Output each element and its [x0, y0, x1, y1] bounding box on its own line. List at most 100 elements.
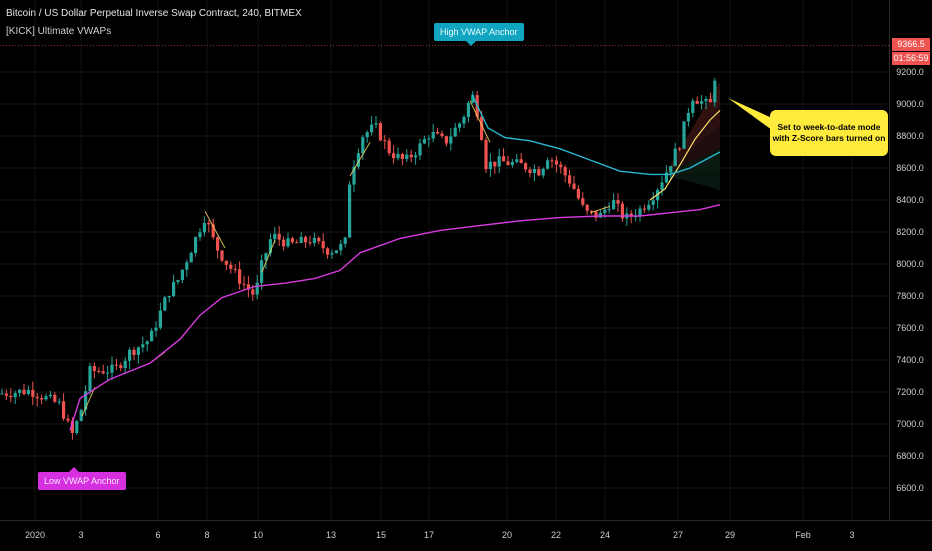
candle	[26, 385, 30, 396]
candle-body	[427, 138, 431, 140]
candle-body	[387, 140, 391, 154]
candle-body	[458, 123, 462, 128]
candle	[620, 200, 624, 222]
candle	[466, 100, 470, 123]
candle-body	[568, 175, 572, 184]
candle-body	[502, 156, 506, 162]
z-score-band	[665, 124, 720, 175]
indicator-title[interactable]: [KICK] Ultimate VWAPs	[6, 26, 112, 37]
candle-body	[576, 188, 580, 199]
candle	[510, 158, 514, 168]
candle	[9, 388, 13, 403]
session-vwap-segment	[589, 205, 611, 214]
candle	[268, 233, 272, 257]
candle-body	[44, 396, 48, 400]
candle-body	[656, 189, 660, 201]
candle	[356, 148, 360, 170]
candle-body	[519, 159, 523, 164]
price-tick-label: 7400.0	[896, 355, 924, 365]
candle	[387, 137, 391, 156]
candle-body	[361, 137, 365, 154]
candle-body	[532, 169, 536, 173]
bar-countdown-label: 01:56:59	[892, 52, 930, 66]
candle	[528, 167, 532, 178]
candle-body	[669, 166, 673, 173]
candle	[216, 236, 220, 259]
candle-body	[339, 243, 343, 251]
time-axis-ticks: 2020 3 6 8 10 13 15 17 20 22 24 27 29 Feb 3	[25, 530, 855, 540]
high-vwap-anchor-label: High VWAP Anchor	[434, 23, 524, 41]
candle	[202, 216, 206, 237]
low-anchor-pointer	[69, 467, 79, 472]
candle	[625, 207, 629, 227]
candle-body	[317, 237, 321, 242]
candle	[326, 246, 330, 259]
candle-body	[374, 123, 378, 125]
candle	[634, 209, 638, 222]
candle	[444, 135, 448, 147]
candle	[700, 94, 704, 110]
price-axis[interactable]	[889, 0, 932, 520]
candle-body	[176, 280, 180, 282]
candle-body	[678, 148, 682, 150]
candle	[101, 364, 105, 375]
candle-body	[255, 282, 259, 295]
candle-body	[550, 160, 554, 162]
callout-line-1: Set to week-to-date mode	[777, 122, 881, 132]
candle	[436, 128, 440, 135]
candle-body	[216, 237, 220, 251]
candle	[180, 269, 184, 284]
candle	[4, 389, 8, 401]
candle-body	[84, 391, 88, 410]
candle	[352, 160, 356, 193]
candle	[172, 274, 176, 298]
candle-body	[246, 284, 250, 290]
price-axis-ticks: 6600.0 6800.0 7000.0 7200.0 7400.0 7600.0 7800…	[896, 67, 924, 493]
candle-body	[484, 139, 488, 170]
candle	[286, 232, 290, 248]
candle-body	[343, 237, 347, 244]
candle-body	[282, 239, 286, 247]
candle-body	[356, 153, 360, 167]
candle	[581, 192, 585, 207]
candle	[35, 392, 39, 407]
candle	[414, 151, 418, 165]
candle-body	[163, 297, 167, 311]
candle-body	[616, 200, 620, 204]
candle	[238, 261, 242, 290]
candle-body	[581, 198, 585, 205]
candle	[123, 357, 127, 375]
candle-body	[572, 183, 576, 189]
candle-body	[260, 260, 264, 283]
price-tick-label: 7200.0	[896, 387, 924, 397]
callout-pointer	[728, 98, 772, 130]
candle-body	[471, 95, 475, 103]
candle-body	[440, 133, 444, 137]
candle-body	[304, 236, 308, 243]
candle	[290, 236, 294, 245]
time-tick-label: 20	[502, 530, 512, 540]
candle	[48, 390, 52, 399]
price-tick-label: 6600.0	[896, 483, 924, 493]
candle-body	[497, 156, 501, 167]
candle-body	[607, 209, 611, 211]
chart-title: Bitcoin / US Dollar Perpetual Inverse Sw…	[6, 8, 302, 19]
time-axis[interactable]	[0, 520, 932, 551]
candle-body	[682, 121, 686, 149]
candle	[669, 166, 673, 180]
candle	[449, 127, 453, 151]
candle-body	[554, 160, 558, 165]
candle-body	[136, 347, 140, 355]
candle	[194, 236, 198, 257]
price-tick-label: 8000.0	[896, 259, 924, 269]
candle-body	[515, 159, 519, 163]
candle-body	[370, 124, 374, 133]
candle	[656, 187, 660, 209]
candle-body	[700, 101, 704, 104]
candle	[550, 157, 554, 168]
time-tick-label: 3	[78, 530, 83, 540]
candle-body	[189, 253, 193, 263]
time-tick-label: 3	[849, 530, 854, 540]
